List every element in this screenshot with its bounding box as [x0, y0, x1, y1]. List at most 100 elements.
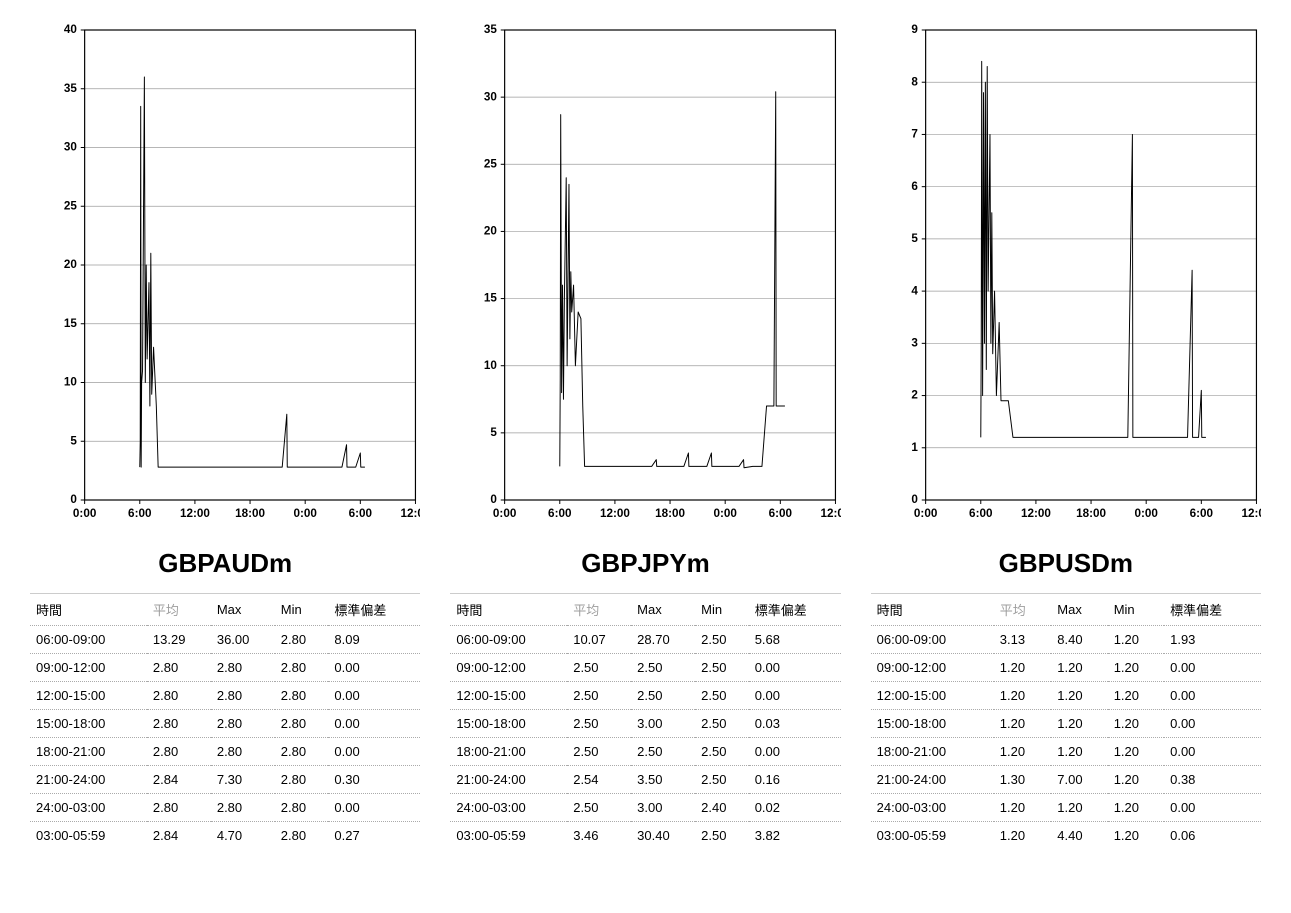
cell-max: 4.70	[211, 822, 275, 850]
cell-min: 2.50	[695, 682, 749, 710]
stats-table: 時間平均MaxMin標準偏差06:00-09:0010.0728.702.505…	[450, 593, 840, 849]
cell-min: 2.40	[695, 794, 749, 822]
cell-avg: 2.50	[567, 794, 631, 822]
cell-time: 12:00-15:00	[30, 682, 147, 710]
col-avg-header: 平均	[994, 594, 1051, 626]
cell-max: 36.00	[211, 626, 275, 654]
col-std-header: 標準偏差	[749, 594, 841, 626]
svg-text:0:00: 0:00	[293, 506, 317, 520]
cell-time: 15:00-18:00	[871, 710, 994, 738]
cell-time: 06:00-09:00	[871, 626, 994, 654]
table-row: 18:00-21:001.201.201.200.00	[871, 738, 1261, 766]
table-row: 15:00-18:002.802.802.800.00	[30, 710, 420, 738]
svg-text:18:00: 18:00	[1076, 506, 1106, 520]
col-min-header: Min	[695, 594, 749, 626]
svg-text:12:00: 12:00	[600, 506, 630, 520]
cell-max: 7.30	[211, 766, 275, 794]
cell-min: 2.80	[275, 822, 329, 850]
col-time-header: 時間	[30, 594, 147, 626]
cell-min: 1.20	[1108, 766, 1164, 794]
cell-time: 09:00-12:00	[30, 654, 147, 682]
table-row: 06:00-09:003.138.401.201.93	[871, 626, 1261, 654]
cell-max: 2.80	[211, 794, 275, 822]
cell-std: 0.00	[749, 682, 841, 710]
cell-time: 12:00-15:00	[450, 682, 567, 710]
cell-avg: 3.46	[567, 822, 631, 850]
svg-text:20: 20	[64, 257, 77, 271]
table-row: 12:00-15:002.802.802.800.00	[30, 682, 420, 710]
table-row: 15:00-18:001.201.201.200.00	[871, 710, 1261, 738]
cell-time: 06:00-09:00	[450, 626, 567, 654]
chart-gbpusdm: 01234567890:006:0012:0018:000:006:0012:0…	[871, 20, 1261, 540]
chart-gbpjpym: 051015202530350:006:0012:0018:000:006:00…	[450, 20, 840, 540]
svg-text:30: 30	[484, 89, 497, 103]
svg-text:12:00: 12:00	[400, 506, 420, 520]
panel-title: GBPJPYm	[450, 548, 840, 579]
svg-text:6:00: 6:00	[548, 506, 572, 520]
col-std-header: 標準偏差	[328, 594, 420, 626]
cell-min: 2.80	[275, 654, 329, 682]
cell-avg: 2.54	[567, 766, 631, 794]
cell-std: 0.16	[749, 766, 841, 794]
svg-text:30: 30	[64, 140, 77, 154]
svg-text:20: 20	[484, 223, 497, 237]
cell-time: 03:00-05:59	[871, 822, 994, 850]
cell-time: 21:00-24:00	[30, 766, 147, 794]
cell-std: 0.27	[328, 822, 420, 850]
cell-min: 1.20	[1108, 682, 1164, 710]
cell-time: 21:00-24:00	[871, 766, 994, 794]
cell-avg: 1.20	[994, 654, 1051, 682]
svg-text:15: 15	[64, 316, 77, 330]
svg-text:5: 5	[911, 231, 918, 245]
cell-min: 1.20	[1108, 710, 1164, 738]
table-row: 09:00-12:002.802.802.800.00	[30, 654, 420, 682]
cell-time: 09:00-12:00	[450, 654, 567, 682]
cell-std: 0.00	[328, 738, 420, 766]
table-row: 03:00-05:592.844.702.800.27	[30, 822, 420, 850]
cell-max: 1.20	[1051, 794, 1107, 822]
svg-text:6:00: 6:00	[128, 506, 152, 520]
table-row: 15:00-18:002.503.002.500.03	[450, 710, 840, 738]
cell-std: 0.00	[328, 682, 420, 710]
cell-max: 3.50	[631, 766, 695, 794]
cell-min: 1.20	[1108, 794, 1164, 822]
svg-text:6: 6	[911, 179, 918, 193]
cell-max: 7.00	[1051, 766, 1107, 794]
cell-time: 18:00-21:00	[450, 738, 567, 766]
svg-text:18:00: 18:00	[235, 506, 265, 520]
svg-text:0:00: 0:00	[714, 506, 738, 520]
cell-min: 2.80	[275, 682, 329, 710]
svg-text:10: 10	[484, 358, 497, 372]
cell-time: 15:00-18:00	[450, 710, 567, 738]
svg-text:0:00: 0:00	[914, 506, 938, 520]
svg-text:3: 3	[911, 335, 918, 349]
cell-avg: 3.13	[994, 626, 1051, 654]
svg-text:0: 0	[70, 492, 77, 506]
col-max-header: Max	[1051, 594, 1107, 626]
cell-avg: 1.20	[994, 710, 1051, 738]
cell-max: 2.50	[631, 654, 695, 682]
svg-text:25: 25	[484, 156, 497, 170]
cell-min: 2.80	[275, 626, 329, 654]
cell-std: 0.00	[1164, 654, 1261, 682]
col-avg-header: 平均	[567, 594, 631, 626]
svg-text:35: 35	[484, 22, 497, 36]
svg-text:5: 5	[70, 433, 77, 447]
cell-max: 30.40	[631, 822, 695, 850]
stats-table: 時間平均MaxMin標準偏差06:00-09:0013.2936.002.808…	[30, 593, 420, 849]
cell-time: 21:00-24:00	[450, 766, 567, 794]
cell-max: 1.20	[1051, 710, 1107, 738]
svg-text:12:00: 12:00	[821, 506, 841, 520]
cell-std: 0.38	[1164, 766, 1261, 794]
cell-min: 2.50	[695, 738, 749, 766]
cell-max: 28.70	[631, 626, 695, 654]
cell-std: 3.82	[749, 822, 841, 850]
cell-min: 2.80	[275, 710, 329, 738]
col-max-header: Max	[211, 594, 275, 626]
cell-max: 8.40	[1051, 626, 1107, 654]
cell-time: 12:00-15:00	[871, 682, 994, 710]
cell-avg: 1.20	[994, 822, 1051, 850]
svg-text:9: 9	[911, 22, 918, 36]
svg-text:18:00: 18:00	[655, 506, 685, 520]
cell-std: 0.00	[328, 794, 420, 822]
